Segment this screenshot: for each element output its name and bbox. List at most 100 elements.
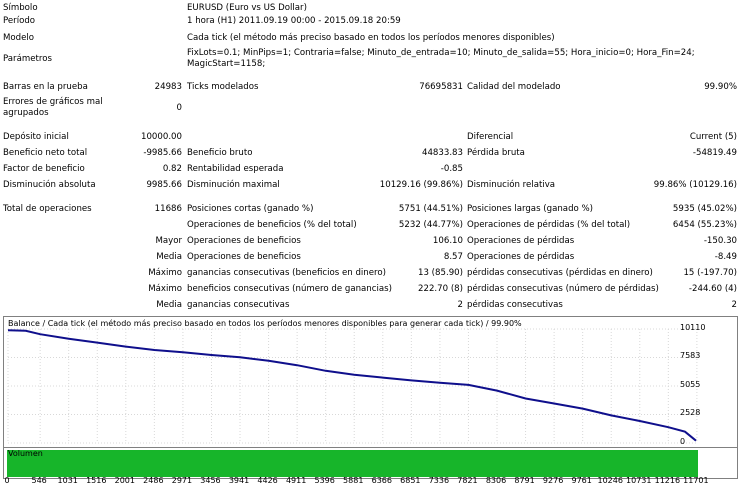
- parameters-label: Parámetros: [3, 54, 52, 64]
- long-positions-label: Posiciones largas (ganado %): [467, 204, 594, 214]
- largest-prefix: Mayor: [155, 236, 182, 246]
- abs-drawdown-value: 9985.66: [146, 180, 182, 190]
- max-drawdown-value: 10129.16 (99.86%): [379, 180, 463, 190]
- x-tick-label: 2971: [171, 476, 193, 485]
- x-tick-label: 10246: [597, 476, 623, 485]
- model-value: Cada tick (el método más preciso basado …: [187, 33, 555, 43]
- symbol-value: EURUSD (Euro vs US Dollar): [187, 3, 307, 13]
- bars-value: 24983: [154, 82, 182, 92]
- x-tick-label: 8306: [485, 476, 507, 485]
- x-tick-label: 1031: [57, 476, 78, 485]
- max-drawdown-label: Disminución maximal: [187, 180, 280, 190]
- avg-consec-losses-value: 2: [731, 300, 737, 310]
- loss-trades-label: Operaciones de pérdidas (% del total): [467, 220, 631, 230]
- deposit-value: 10000.00: [140, 132, 182, 142]
- max-consec-losses-money-value: 15 (-197.70): [683, 268, 737, 278]
- average-win-value: 8.57: [443, 252, 463, 262]
- x-tick-label: 10731: [626, 476, 652, 485]
- long-positions-value: 5935 (45.02%): [672, 204, 737, 214]
- period-label: Período: [3, 16, 36, 26]
- avg-consec-losses-label: pérdidas consecutivas: [467, 300, 563, 310]
- balance-plot: [7, 328, 698, 444]
- gross-loss-value: -54819.49: [692, 148, 737, 158]
- errors-value: 0: [176, 103, 182, 113]
- rel-drawdown-value: 99.86% (10129.16): [653, 180, 737, 190]
- volume-label: Volumen: [8, 449, 43, 458]
- x-tick-label: 4911: [285, 476, 307, 485]
- x-tick-label: 11701: [683, 476, 709, 485]
- x-tick-label: 546: [31, 476, 47, 485]
- parameters-value: FixLots=0.1; MinPips=1; Contraria=false;…: [187, 48, 695, 69]
- x-tick-label: 2001: [114, 476, 135, 485]
- x-tick-label: 9761: [571, 476, 592, 485]
- max-consec-wins-count-value: 222.70 (8): [418, 284, 463, 294]
- max-consec-wins-money-label: ganancias consecutivas (beneficios en di…: [187, 268, 386, 278]
- average-loss-value: -8.49: [714, 252, 737, 262]
- ticks-label: Ticks modelados: [187, 82, 259, 92]
- x-tick-label: 4426: [257, 476, 278, 485]
- max-consec-losses-money-label: pérdidas consecutivas (pérdidas en diner…: [467, 268, 653, 278]
- largest-win-value: 106.10: [432, 236, 463, 246]
- chart-title: Balance / Cada tick (el método más preci…: [8, 319, 522, 328]
- net-profit-value: -9985.66: [143, 148, 182, 158]
- chart-grid: [7, 328, 698, 444]
- balance-line: [7, 329, 697, 442]
- avg-consec-wins-value: 2: [457, 300, 463, 310]
- expected-payoff-label: Rentabilidad esperada: [187, 164, 284, 174]
- bars-label: Barras en la prueba: [3, 82, 88, 92]
- x-tick-label: 7821: [457, 476, 478, 485]
- spread-label: Diferencial: [467, 132, 514, 142]
- symbol-label: Símbolo: [3, 3, 38, 13]
- ticks-value: 76695831: [419, 82, 463, 92]
- y-tick-label: 0: [680, 437, 686, 446]
- profit-factor-label: Factor de beneficio: [3, 164, 85, 174]
- x-tick-label: 2486: [143, 476, 164, 485]
- x-tick-label: 6366: [371, 476, 392, 485]
- win-trades-value: 5232 (44.77%): [398, 220, 463, 230]
- x-tick-label: 1516: [86, 476, 107, 485]
- x-tick-label: 7336: [428, 476, 450, 485]
- x-tick-label: 11216: [654, 476, 681, 485]
- short-positions-label: Posiciones cortas (ganado %): [187, 204, 314, 214]
- win-trades-label: Operaciones de beneficios (% del total): [187, 220, 357, 230]
- period-value: 1 hora (H1) 2011.09.19 00:00 - 2015.09.1…: [187, 16, 401, 26]
- max-consec-wins-money-value: 13 (85.90): [418, 268, 463, 278]
- max-consec-money-prefix: Máximo: [148, 268, 182, 278]
- x-tick-label: 8791: [514, 476, 535, 485]
- gross-profit-label: Beneficio bruto: [187, 148, 253, 158]
- y-tick-label: 5055: [680, 380, 701, 389]
- deposit-label: Depósito inicial: [3, 132, 69, 142]
- largest-loss-value: -150.30: [703, 236, 737, 246]
- x-tick-label: 6851: [400, 476, 421, 485]
- max-consec-count-prefix: Máximo: [148, 284, 182, 294]
- errors-label: Errores de gráficos mal agrupados: [3, 97, 103, 118]
- average-prefix: Media: [156, 252, 182, 262]
- x-tick-label: 5396: [314, 476, 335, 485]
- abs-drawdown-label: Disminución absoluta: [3, 180, 96, 190]
- avg-consec-wins-label: ganancias consecutivas: [187, 300, 290, 310]
- largest-loss-label: Operaciones de pérdidas: [467, 236, 575, 246]
- x-tick-label: 3456: [200, 476, 221, 485]
- volume-bar: [7, 450, 698, 477]
- avg-consec-prefix: Media: [156, 300, 182, 310]
- total-trades-value: 11686: [154, 204, 182, 214]
- y-tick-label: 2528: [680, 408, 701, 418]
- gross-loss-label: Pérdida bruta: [467, 148, 525, 158]
- x-axis-labels: 0 546 1031 1516 2001 2486 2971 3456 3941 4426 4911…: [0, 476, 741, 490]
- spread-value: Current (5): [689, 132, 737, 142]
- expected-payoff-value: -0.85: [440, 164, 463, 174]
- total-trades-label: Total de operaciones: [3, 204, 92, 214]
- gross-profit-value: 44833.83: [421, 148, 463, 158]
- average-loss-label: Operaciones de pérdidas: [467, 252, 575, 262]
- x-tick-label: 0: [4, 476, 10, 485]
- x-tick-label: 3941: [228, 476, 250, 485]
- quality-value: 99.90%: [704, 82, 737, 92]
- volume-panel: Volumen: [3, 447, 738, 479]
- balance-chart: Balance / Cada tick (el método más preci…: [3, 316, 738, 458]
- x-tick-label: 9276: [542, 476, 564, 485]
- largest-win-label: Operaciones de beneficios: [187, 236, 301, 246]
- x-tick-label: 5881: [343, 476, 364, 485]
- y-tick-label: 10110: [680, 323, 706, 332]
- short-positions-value: 5751 (44.51%): [398, 204, 463, 214]
- max-consec-losses-count-value: -244.60 (4): [688, 284, 737, 294]
